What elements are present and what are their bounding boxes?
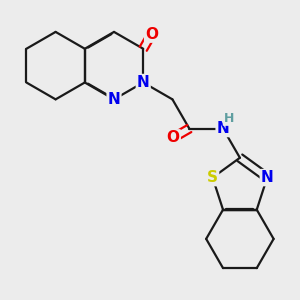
Text: S: S [207, 170, 218, 185]
Text: O: O [167, 130, 180, 145]
Text: N: N [108, 92, 120, 107]
Text: O: O [145, 27, 158, 42]
Text: N: N [261, 170, 274, 185]
Text: N: N [137, 75, 150, 90]
Text: N: N [217, 121, 230, 136]
Text: H: H [224, 112, 234, 125]
